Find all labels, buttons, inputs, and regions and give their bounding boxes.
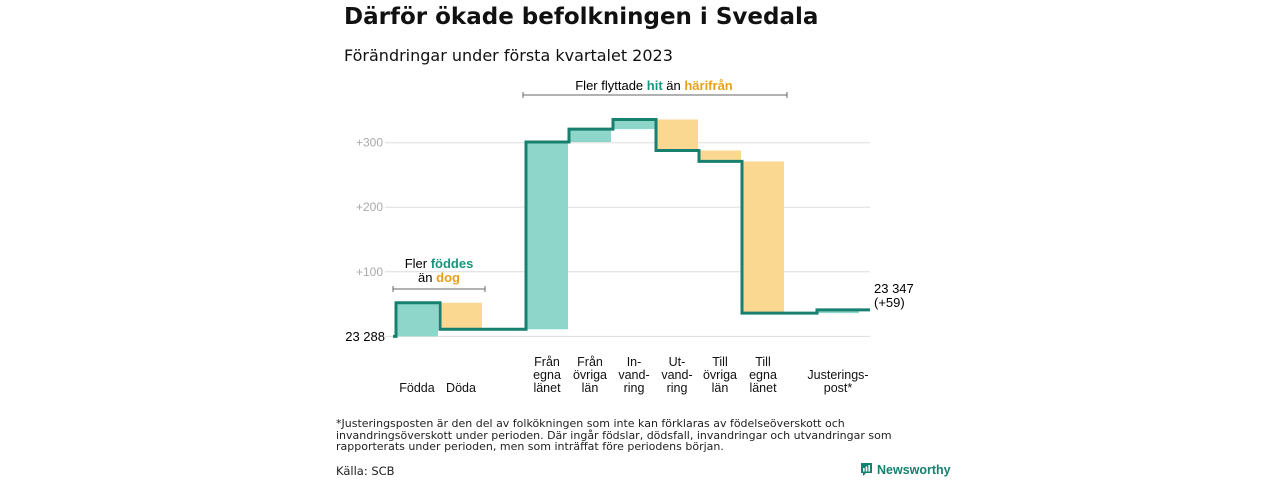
bar bbox=[817, 309, 859, 314]
category-labels: Födda DödaFrånegnalänetFrånövrigalänIn-va… bbox=[399, 355, 868, 395]
category-label: In- bbox=[627, 355, 642, 369]
bar bbox=[742, 161, 784, 314]
bar bbox=[656, 119, 698, 151]
bar bbox=[526, 142, 568, 330]
annotation-migration-text2: än bbox=[663, 78, 685, 93]
y-tick-label: +200 bbox=[356, 200, 383, 214]
cumulative-step-line bbox=[393, 117, 870, 338]
step-line bbox=[393, 117, 870, 338]
category-label: egna bbox=[533, 368, 561, 382]
annotation-births-highlight2: dog bbox=[436, 270, 460, 285]
bar bbox=[699, 150, 741, 162]
annotation-migration-bracket bbox=[522, 92, 788, 98]
category-label: Ut- bbox=[669, 355, 686, 369]
category-label: övriga bbox=[703, 368, 737, 382]
category-label: Från bbox=[534, 355, 560, 369]
chart-title: Därför ökade befolkningen i Svedala bbox=[344, 4, 819, 30]
end-change-label: (+59) bbox=[874, 295, 905, 310]
annotation-migration-text: Fler flyttade bbox=[575, 78, 647, 93]
category-label: ring bbox=[624, 381, 645, 395]
annotation-births-line1: Fler föddes bbox=[405, 256, 474, 271]
annotation-births-highlight: föddes bbox=[431, 256, 474, 271]
start-value-label: 23 288 bbox=[345, 329, 385, 344]
category-label: övriga bbox=[573, 368, 607, 382]
annotation-migration: Fler flyttade hit än härifrån bbox=[575, 78, 733, 93]
annotation-births-line2: än dog bbox=[418, 270, 460, 285]
brand-logo[interactable]: Newsworthy bbox=[860, 462, 951, 477]
category-label: Döda bbox=[446, 381, 476, 395]
category-label: vand- bbox=[618, 368, 649, 382]
category-label: ring bbox=[667, 381, 688, 395]
chart-subtitle: Förändringar under första kvartalet 2023 bbox=[344, 46, 673, 65]
end-value-label: 23 347 bbox=[874, 281, 914, 296]
newsworthy-logo-icon bbox=[861, 463, 872, 476]
annotation-migration-hit: hit bbox=[647, 78, 664, 93]
category-label: länet bbox=[533, 381, 561, 395]
annotation-births-text: Fler bbox=[405, 256, 431, 271]
bar bbox=[613, 119, 655, 130]
y-tick-label: +100 bbox=[356, 265, 383, 279]
bar bbox=[569, 129, 611, 143]
category-label: län bbox=[582, 381, 599, 395]
category-label: Till bbox=[755, 355, 771, 369]
category-label: Till bbox=[712, 355, 728, 369]
category-label: post* bbox=[824, 381, 853, 395]
category-label: län bbox=[712, 381, 729, 395]
bar bbox=[396, 302, 438, 337]
category-label: Justerings- bbox=[807, 368, 868, 382]
bars bbox=[396, 119, 859, 337]
footnote: *Justeringsposten är den del av folkökni… bbox=[336, 417, 892, 453]
y-tick-label: +300 bbox=[356, 136, 383, 150]
category-label: Födda bbox=[399, 381, 434, 395]
waterfall-chart: +100+200+300 Födda DödaFrånegnalänetFrånö… bbox=[345, 78, 914, 395]
grid-lines: +100 +200 +300 bbox=[356, 136, 870, 337]
category-label: vand- bbox=[661, 368, 692, 382]
source: Källa: SCB bbox=[336, 464, 395, 478]
category-label: egna bbox=[749, 368, 777, 382]
annotation-births-text2: än bbox=[418, 270, 436, 285]
category-label: länet bbox=[749, 381, 777, 395]
category-label: Från bbox=[577, 355, 603, 369]
brand-name: Newsworthy bbox=[877, 462, 951, 477]
annotation-births-bracket bbox=[392, 286, 486, 292]
annotation-migration-harifran: härifrån bbox=[684, 78, 732, 93]
bar bbox=[440, 302, 482, 330]
